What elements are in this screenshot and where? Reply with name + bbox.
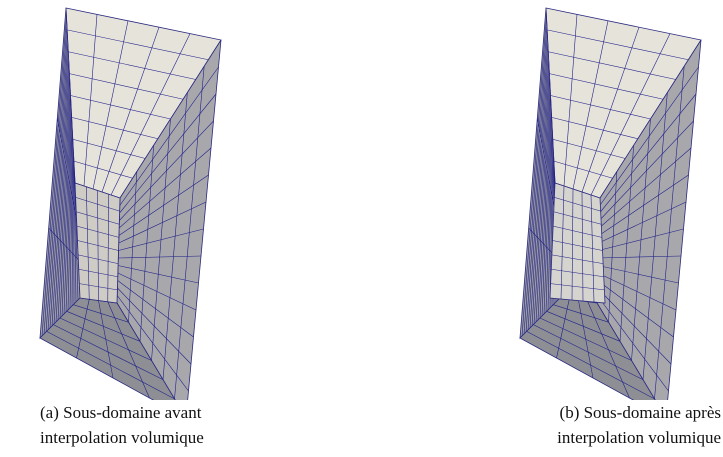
mesh-line [550, 95, 651, 120]
mesh-line [539, 95, 551, 319]
mesh-line [527, 42, 549, 331]
mesh-line [59, 317, 152, 361]
mesh-line [59, 95, 71, 319]
mesh-line [71, 147, 74, 307]
mesh-line [139, 145, 154, 342]
mesh-line [151, 118, 171, 361]
mesh-line [631, 118, 651, 361]
mesh-line [77, 240, 119, 251]
mesh-line [642, 92, 668, 380]
mesh-line [66, 311, 141, 342]
mesh-line [41, 16, 67, 337]
mesh-line [551, 268, 604, 278]
mesh-line [549, 73, 664, 100]
mesh-line [526, 331, 655, 400]
mesh-line [69, 73, 184, 100]
caption-b: (b) Sous-domaine après interpolation vol… [557, 400, 721, 450]
mesh-line [46, 331, 175, 400]
mesh-line [547, 130, 553, 311]
mesh-line [537, 86, 551, 321]
caption-line: interpolation volumique [40, 428, 204, 447]
mesh-line [550, 283, 605, 291]
caption-line: (a) Sous-domaine avant [40, 403, 202, 422]
mesh-line [53, 324, 164, 380]
mesh-line [619, 145, 634, 342]
mesh-line [55, 77, 70, 323]
mesh-line [57, 86, 71, 321]
mesh-line [521, 16, 547, 337]
mesh-line [608, 171, 618, 323]
mesh-line [79, 283, 118, 291]
mesh-line [45, 34, 68, 333]
mesh-line [535, 77, 550, 323]
mesh-line [541, 104, 552, 317]
mesh-line [529, 51, 549, 329]
mesh-line [523, 25, 548, 335]
mesh-line [552, 240, 603, 251]
mesh-line [553, 225, 602, 238]
mesh-line [63, 112, 72, 315]
mesh-line [73, 160, 133, 179]
mesh-line [551, 254, 604, 264]
mesh-line [174, 66, 205, 399]
mesh-line [162, 92, 188, 380]
mesh-line [543, 112, 552, 315]
mesh-line [548, 51, 676, 80]
mesh-line [654, 66, 685, 399]
mesh-line [53, 69, 70, 325]
mesh-line [70, 95, 171, 120]
mesh-line [47, 42, 69, 331]
mesh-line [553, 160, 613, 179]
mesh-line [551, 117, 638, 140]
mesh-line [48, 227, 79, 260]
mesh-line [68, 51, 196, 80]
mesh-line [57, 117, 77, 222]
mesh-line [539, 317, 632, 361]
mesh-line [552, 138, 626, 159]
mesh-line [128, 171, 138, 323]
mesh-line [76, 225, 119, 238]
mesh-face [549, 182, 606, 304]
mesh-line [65, 121, 73, 313]
mesh-line [537, 117, 557, 222]
mesh-line [545, 121, 553, 313]
mesh-line [547, 29, 689, 61]
caption-line: interpolation volumique [557, 428, 721, 447]
mesh-line [51, 60, 69, 327]
mesh-line [74, 174, 79, 301]
mesh-line [72, 138, 146, 159]
mesh-line [73, 165, 77, 303]
mesh-line [61, 104, 72, 317]
mesh-line [554, 197, 601, 212]
mesh-line [75, 197, 120, 212]
mesh-renderings [39, 7, 702, 400]
mesh-line [531, 60, 549, 327]
mesh-line [78, 254, 119, 264]
mesh-line [49, 51, 69, 329]
mesh-line [71, 117, 158, 140]
caption-a: (a) Sous-domaine avant interpolation vol… [40, 400, 204, 450]
mesh-line [73, 304, 129, 323]
mesh-line [67, 130, 73, 311]
mesh-line [525, 34, 548, 333]
mesh-line [78, 268, 118, 278]
mesh-line [553, 304, 609, 323]
caption-line: (b) Sous-domaine après [559, 403, 721, 422]
mesh-line [76, 211, 120, 225]
mesh-line [553, 211, 602, 225]
mesh-line [533, 69, 550, 325]
mesh-line [546, 311, 621, 342]
mesh-line [67, 29, 209, 61]
mesh-line [43, 25, 68, 335]
mesh-line [533, 324, 644, 380]
mesh-line [69, 139, 74, 309]
